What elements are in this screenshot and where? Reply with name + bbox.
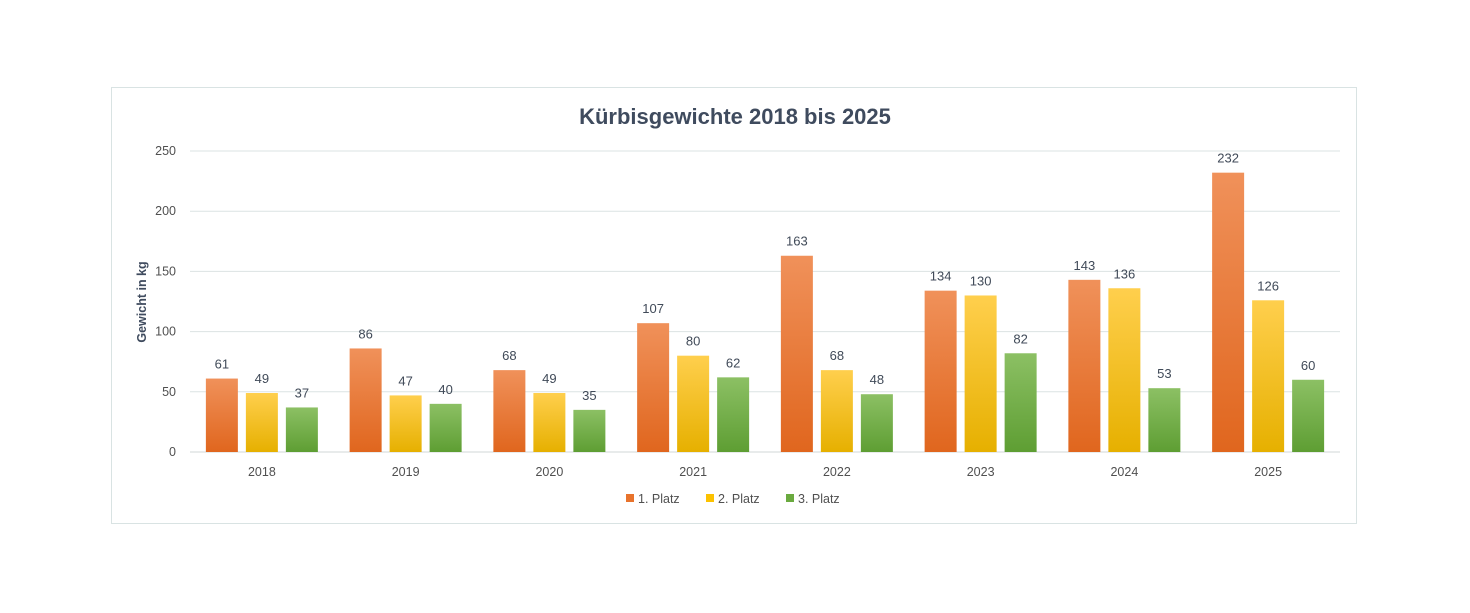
bar-2-platz-2024 [1108,288,1141,452]
data-labels: 61 49 37 86 47 40 68 49 35 107 80 62 163 68 48 134 130 82… [215,151,1316,403]
bar-3-platz-2020 [573,409,606,452]
y-tick-label: 250 [155,144,176,158]
bar-3-platz-2019 [429,403,462,452]
bar-1-platz-2025 [1212,172,1245,452]
chart-title: Kürbisgewichte 2018 bis 2025 [579,104,891,129]
data-label: 40 [438,382,452,397]
data-label: 232 [1217,151,1239,166]
x-tick-label: 2024 [1110,465,1138,479]
bar-1-platz-2023 [924,290,957,452]
y-axis-ticks: 0 50 100 150 200 250 [155,144,176,459]
legend-swatch [786,494,794,502]
bar-3-platz-2023 [1004,353,1037,452]
bar-2-platz-2023 [964,295,997,452]
x-tick-label: 2025 [1254,465,1282,479]
x-tick-label: 2023 [967,465,995,479]
data-label: 62 [726,355,740,370]
data-label: 53 [1157,366,1171,381]
data-label: 37 [295,385,309,400]
x-tick-label: 2018 [248,465,276,479]
data-label: 80 [686,334,700,349]
legend-swatch [626,494,634,502]
bar-2-platz-2019 [389,395,422,452]
chart-frame: Kürbisgewichte 2018 bis 2025 0 50 100 150 20… [111,87,1357,524]
y-tick-label: 50 [162,385,176,399]
x-axis-ticks: 2018 2019 2020 2021 2022 2023 2024 2025 [248,465,1282,479]
y-tick-label: 200 [155,204,176,218]
data-label: 68 [830,348,844,363]
x-tick-label: 2020 [535,465,563,479]
bar-1-platz-2024 [1068,279,1101,452]
x-tick-label: 2019 [392,465,420,479]
bar-3-platz-2022 [860,394,893,452]
data-label: 86 [358,326,372,341]
data-label: 163 [786,234,808,249]
data-label: 68 [502,348,516,363]
bar-3-platz-2021 [717,377,750,452]
data-label: 47 [398,373,412,388]
data-label: 61 [215,357,229,372]
data-label: 126 [1257,278,1279,293]
bar-2-platz-2025 [1252,300,1285,452]
data-label: 49 [542,371,556,386]
legend-item-1: 1. Platz [626,492,680,506]
legend-label: 1. Platz [638,492,680,506]
y-tick-label: 150 [155,264,176,278]
data-label: 82 [1013,331,1027,346]
x-tick-label: 2021 [679,465,707,479]
x-tick-label: 2022 [823,465,851,479]
bar-3-platz-2024 [1148,388,1181,452]
data-label: 134 [930,269,952,284]
bar-1-platz-2022 [780,255,813,452]
gridlines [190,150,1340,453]
data-label: 143 [1074,258,1096,273]
data-label: 130 [970,273,992,288]
bar-1-platz-2021 [637,323,670,452]
data-label: 136 [1114,266,1136,281]
bar-chart: Kürbisgewichte 2018 bis 2025 0 50 100 150 20… [135,104,1340,506]
legend-item-3: 3. Platz [786,492,840,506]
bar-2-platz-2020 [533,393,566,452]
data-label: 60 [1301,358,1315,373]
bars [205,172,1325,452]
legend-label: 3. Platz [798,492,840,506]
bar-3-platz-2018 [285,407,318,452]
bar-2-platz-2021 [677,355,710,452]
y-axis-title: Gewicht in kg [135,261,149,342]
legend-swatch [706,494,714,502]
data-label: 35 [582,388,596,403]
data-label: 48 [870,372,884,387]
bar-1-platz-2018 [205,378,238,452]
legend-label: 2. Platz [718,492,760,506]
y-tick-label: 0 [169,445,176,459]
legend: 1. Platz 2. Platz 3. Platz [626,492,840,506]
bar-1-platz-2020 [493,370,526,452]
bar-2-platz-2018 [245,393,278,452]
bar-1-platz-2019 [349,348,382,452]
bar-3-platz-2025 [1292,379,1325,452]
legend-item-2: 2. Platz [706,492,760,506]
bar-2-platz-2022 [820,370,853,452]
y-tick-label: 100 [155,325,176,339]
data-label: 49 [255,371,269,386]
data-label: 107 [642,301,664,316]
